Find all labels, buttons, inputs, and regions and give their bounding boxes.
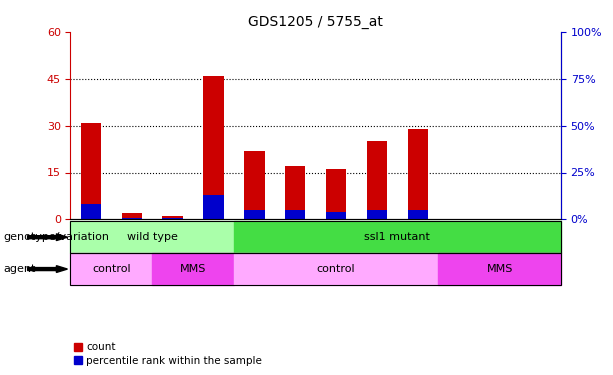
Title: GDS1205 / 5755_at: GDS1205 / 5755_at — [248, 15, 383, 30]
Bar — [326, 212, 346, 219]
Bar — [285, 210, 305, 219]
Text: genotype/variation: genotype/variation — [3, 232, 109, 242]
Bar — [162, 216, 183, 219]
Bar — [244, 210, 265, 219]
Bar — [326, 170, 346, 219]
Bar — [204, 76, 224, 219]
Legend: count, percentile rank within the sample: count, percentile rank within the sample — [69, 338, 266, 370]
Bar — [204, 195, 224, 219]
Text: agent: agent — [3, 264, 36, 274]
Text: MMS: MMS — [180, 264, 207, 274]
Bar — [244, 151, 265, 219]
Text: control: control — [92, 264, 131, 274]
Bar — [81, 204, 101, 219]
Bar — [367, 210, 387, 219]
Text: wild type: wild type — [127, 232, 178, 242]
Text: MMS: MMS — [486, 264, 513, 274]
Bar — [121, 213, 142, 219]
Bar — [408, 129, 428, 219]
Bar — [162, 217, 183, 219]
Text: ssl1 mutant: ssl1 mutant — [365, 232, 430, 242]
Bar — [121, 217, 142, 219]
Bar — [285, 166, 305, 219]
Bar — [81, 123, 101, 219]
Bar — [367, 141, 387, 219]
Bar — [408, 210, 428, 219]
Text: control: control — [317, 264, 356, 274]
